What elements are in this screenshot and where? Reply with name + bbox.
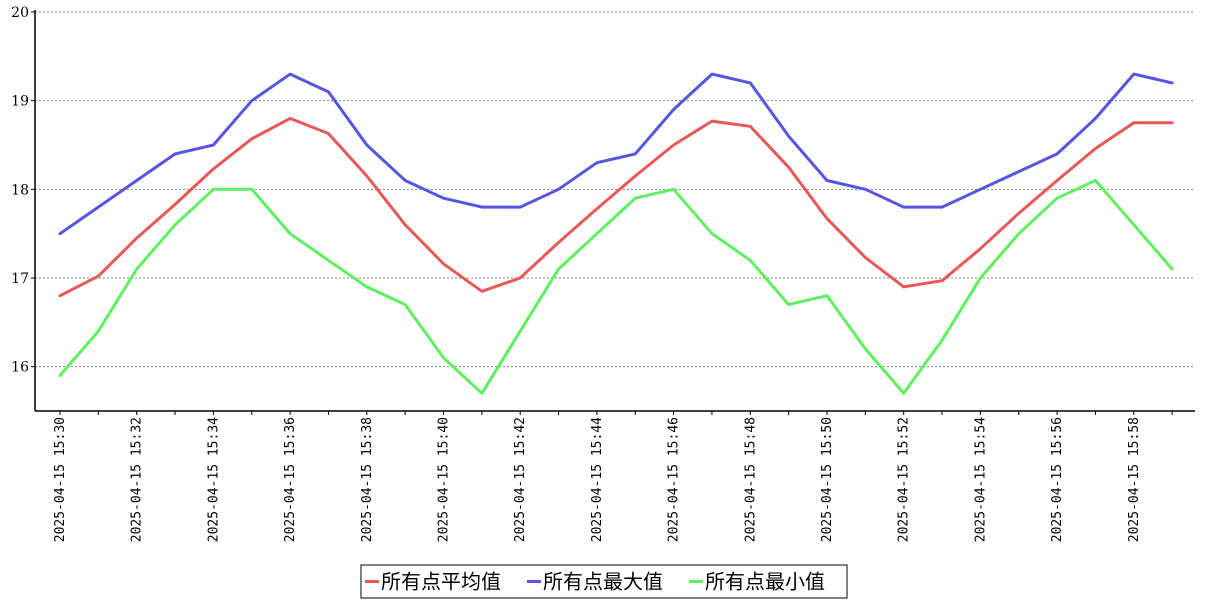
x-tick-label: 2025-04-15 15:52: [897, 417, 912, 542]
x-tick-label: 2025-04-15 15:58: [1127, 417, 1142, 542]
series-line: [58, 72, 1174, 236]
legend-label: 所有点最大值: [543, 570, 663, 594]
y-tick-label: 16: [11, 360, 29, 376]
legend-label: 所有点最小值: [705, 570, 825, 594]
x-tick-label: 2025-04-15 15:34: [206, 417, 221, 542]
x-tick-label: 2025-04-15 15:54: [973, 417, 988, 542]
x-tick-label: 2025-04-15 15:44: [590, 417, 605, 542]
x-tick-label: 2025-04-15 15:56: [1050, 417, 1065, 542]
x-tick-label: 2025-04-15 15:42: [513, 417, 528, 542]
y-tick-label: 19: [11, 94, 29, 110]
x-tick-label: 2025-04-15 15:30: [53, 417, 68, 542]
series-lines: [58, 72, 1174, 395]
series-line: [58, 116, 1174, 298]
legend: 所有点平均值 所有点最大值 所有点最小值: [360, 564, 848, 599]
y-tick-label: 17: [11, 271, 29, 287]
x-tick-label: 2025-04-15 15:50: [820, 417, 835, 542]
x-axis: 2025-04-15 15:30 2025-04-15 15:32 2025-04-…: [35, 410, 1195, 542]
x-tick-label: 2025-04-15 15:40: [437, 417, 452, 542]
y-tick-label: 18: [11, 182, 29, 198]
legend-box: [360, 564, 848, 599]
series-line: [58, 179, 1174, 395]
legend-label: 所有点平均值: [381, 570, 501, 594]
x-tick-label: 2025-04-15 15:32: [130, 417, 145, 542]
x-tick-label: 2025-04-15 15:36: [283, 417, 298, 542]
grid-lines: [35, 11, 1195, 368]
y-axis: 16 17 18 19 20: [11, 5, 36, 411]
x-tick-label: 2025-04-15 15:38: [360, 417, 375, 542]
y-tick-label: 20: [11, 5, 29, 21]
x-tick-label: 2025-04-15 15:46: [667, 417, 682, 542]
x-tick-label: 2025-04-15 15:48: [743, 417, 758, 542]
